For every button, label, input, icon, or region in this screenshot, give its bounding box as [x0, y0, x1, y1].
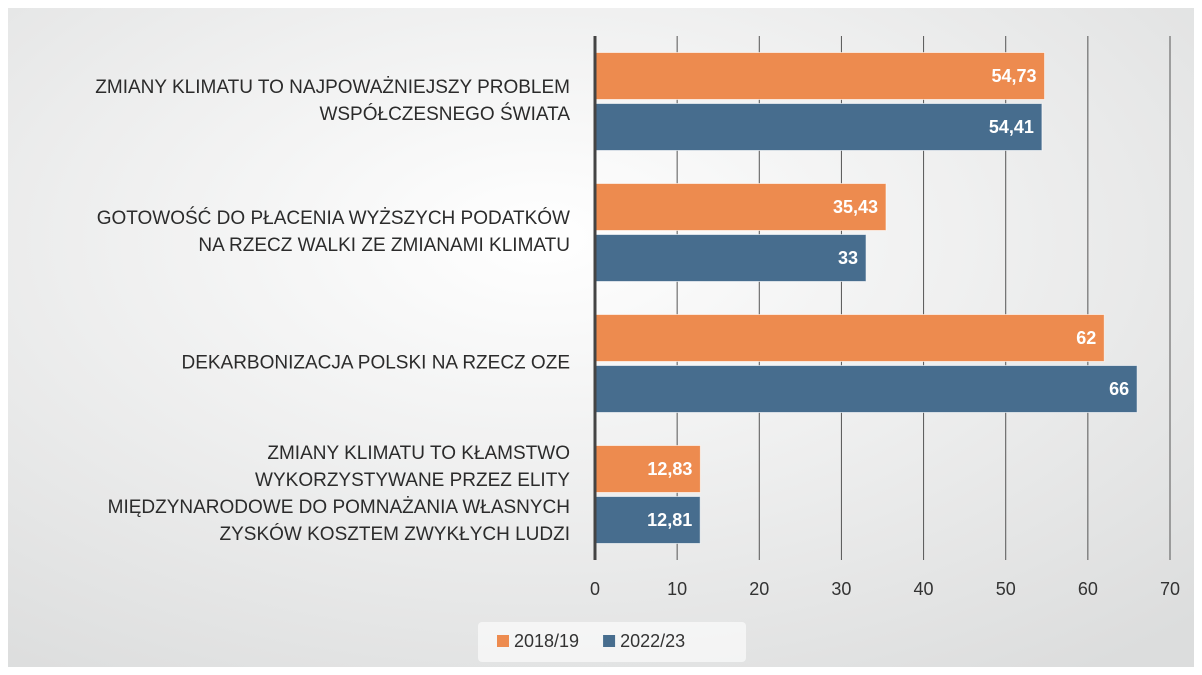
data-label: 12,83 [647, 459, 692, 479]
data-label: 62 [1076, 328, 1096, 348]
category-label-line: ZMIANY KLIMATU TO KŁAMSTWO [267, 443, 570, 464]
category-label-line: NA RZECZ WALKI ZE ZMIANAMI KLIMATU [198, 235, 570, 256]
category-label-line: GOTOWOŚĆ DO PŁACENIA WYŻSZYCH PODATKÓW [97, 207, 570, 229]
bar [594, 365, 1138, 413]
legend-label: 2022/23 [620, 631, 685, 651]
data-label: 35,43 [833, 197, 878, 217]
bar [594, 52, 1046, 100]
category-label: GOTOWOŚĆ DO PŁACENIA WYŻSZYCH PODATKÓW NA… [97, 207, 570, 256]
category-label: ZMIANY KLIMATU TO NAJPOWAŻNIEJSZY PROBLE… [95, 77, 570, 125]
bar [594, 234, 867, 282]
x-tick-label: 30 [831, 579, 851, 599]
data-label: 12,81 [647, 510, 692, 530]
x-tick-label: 40 [914, 579, 934, 599]
x-tick-label: 60 [1078, 579, 1098, 599]
x-tick-label: 50 [996, 579, 1016, 599]
category-label: ZMIANY KLIMATU TO KŁAMSTWO WYKORZYSTYWANE… [108, 443, 571, 545]
x-tick-label: 0 [590, 579, 600, 599]
bar [594, 496, 701, 544]
bar [594, 103, 1043, 151]
legend-swatch [497, 635, 509, 647]
category-label: DEKARBONIZACJA POLSKI NA RZECZ OZE [181, 353, 570, 374]
category-label-line: MIĘDZYNARODOWE DO POMNAŻANIA WŁASNYCH [108, 497, 570, 518]
x-tick-label: 10 [667, 579, 687, 599]
data-label: 54,41 [989, 117, 1034, 137]
x-tick-label: 70 [1160, 579, 1180, 599]
legend-swatch [603, 635, 616, 647]
category-label-line: ZMIANY KLIMATU TO NAJPOWAŻNIEJSZY PROBLE… [95, 77, 570, 98]
bar [594, 314, 1105, 362]
category-label-line: DEKARBONIZACJA POLSKI NA RZECZ OZE [181, 353, 570, 374]
category-label-line: WSPÓŁCZESNEGO ŚWIATA [319, 103, 570, 125]
category-label-line: WYKORZYSTYWANE PRZEZ ELITY [255, 470, 570, 491]
category-label-line: ZYSKÓW KOSZTEM ZWYKŁYCH LUDZI [220, 523, 570, 545]
data-label: 54,73 [992, 66, 1037, 86]
data-label: 66 [1109, 379, 1129, 399]
x-tick-label: 20 [749, 579, 769, 599]
legend-label: 2018/19 [514, 631, 579, 651]
data-label: 33 [838, 248, 858, 268]
bar [594, 445, 701, 493]
